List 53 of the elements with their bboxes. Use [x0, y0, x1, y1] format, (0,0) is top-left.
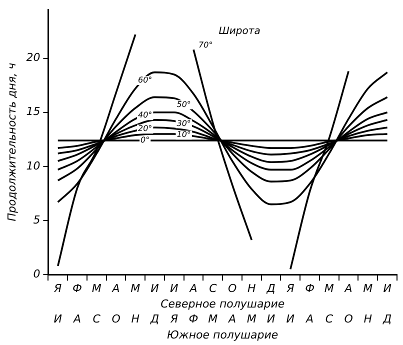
x-tick-label: М	[363, 282, 374, 296]
text: С	[325, 312, 334, 326]
text: Н	[131, 312, 140, 326]
text: О	[112, 312, 121, 326]
x-tick-label: И	[383, 282, 392, 296]
y-tick-label: 5	[33, 213, 40, 226]
text: Д	[382, 312, 392, 326]
text: Южное полушарие	[167, 328, 278, 342]
y-tick-label: 20	[26, 51, 40, 64]
text: С	[92, 312, 101, 326]
series-label: 60°	[138, 76, 152, 85]
text: А	[228, 312, 236, 326]
x-tick-label: О	[228, 282, 237, 296]
x-tick-label: А	[111, 282, 120, 296]
text: Я	[169, 312, 178, 326]
series-label: 70°	[198, 40, 213, 50]
text: А	[72, 312, 82, 326]
text: Н	[364, 312, 372, 326]
series-label: 10°	[176, 130, 191, 140]
y-tick-label: 10	[26, 159, 40, 172]
x-tick-label: М	[92, 282, 102, 296]
text: М	[246, 312, 257, 326]
x-tick-label: И	[150, 282, 159, 296]
x-tick-label: Я	[286, 282, 295, 296]
text: И	[266, 312, 276, 326]
text: М	[208, 312, 218, 326]
text: И	[54, 312, 62, 326]
x-tick-label: А	[188, 282, 198, 296]
text: Д	[149, 312, 160, 326]
text: О	[344, 312, 354, 326]
x-tick-label: Д	[266, 282, 276, 296]
y-tick-label: 15	[26, 105, 40, 118]
x-tick-label: М	[130, 282, 141, 296]
annotation: Широта	[218, 26, 260, 37]
x-tick-label: Я	[53, 282, 62, 296]
text: А	[305, 312, 314, 326]
series-label: 40°	[138, 110, 152, 120]
x-tick-label: А	[344, 282, 352, 296]
series-label: 0°	[140, 136, 150, 145]
x-tick-label: И	[170, 282, 178, 296]
x-axis-title: Северное полушарие	[160, 297, 285, 310]
y-axis-title: Продолжительность дня, ч	[5, 62, 18, 222]
text: Ф	[188, 312, 198, 326]
text: И	[286, 312, 295, 326]
series-label: 20°	[138, 124, 152, 134]
x-tick-label: С	[209, 282, 218, 296]
series-label: 30°	[176, 118, 191, 128]
series-label: 50°	[176, 100, 191, 109]
x-tick-label: Ф	[72, 282, 82, 296]
x-tick-label: Ф	[305, 282, 315, 296]
y-tick-label: 0	[33, 267, 40, 280]
x-tick-label: Н	[248, 282, 256, 296]
x-tick-label: М	[324, 282, 334, 296]
